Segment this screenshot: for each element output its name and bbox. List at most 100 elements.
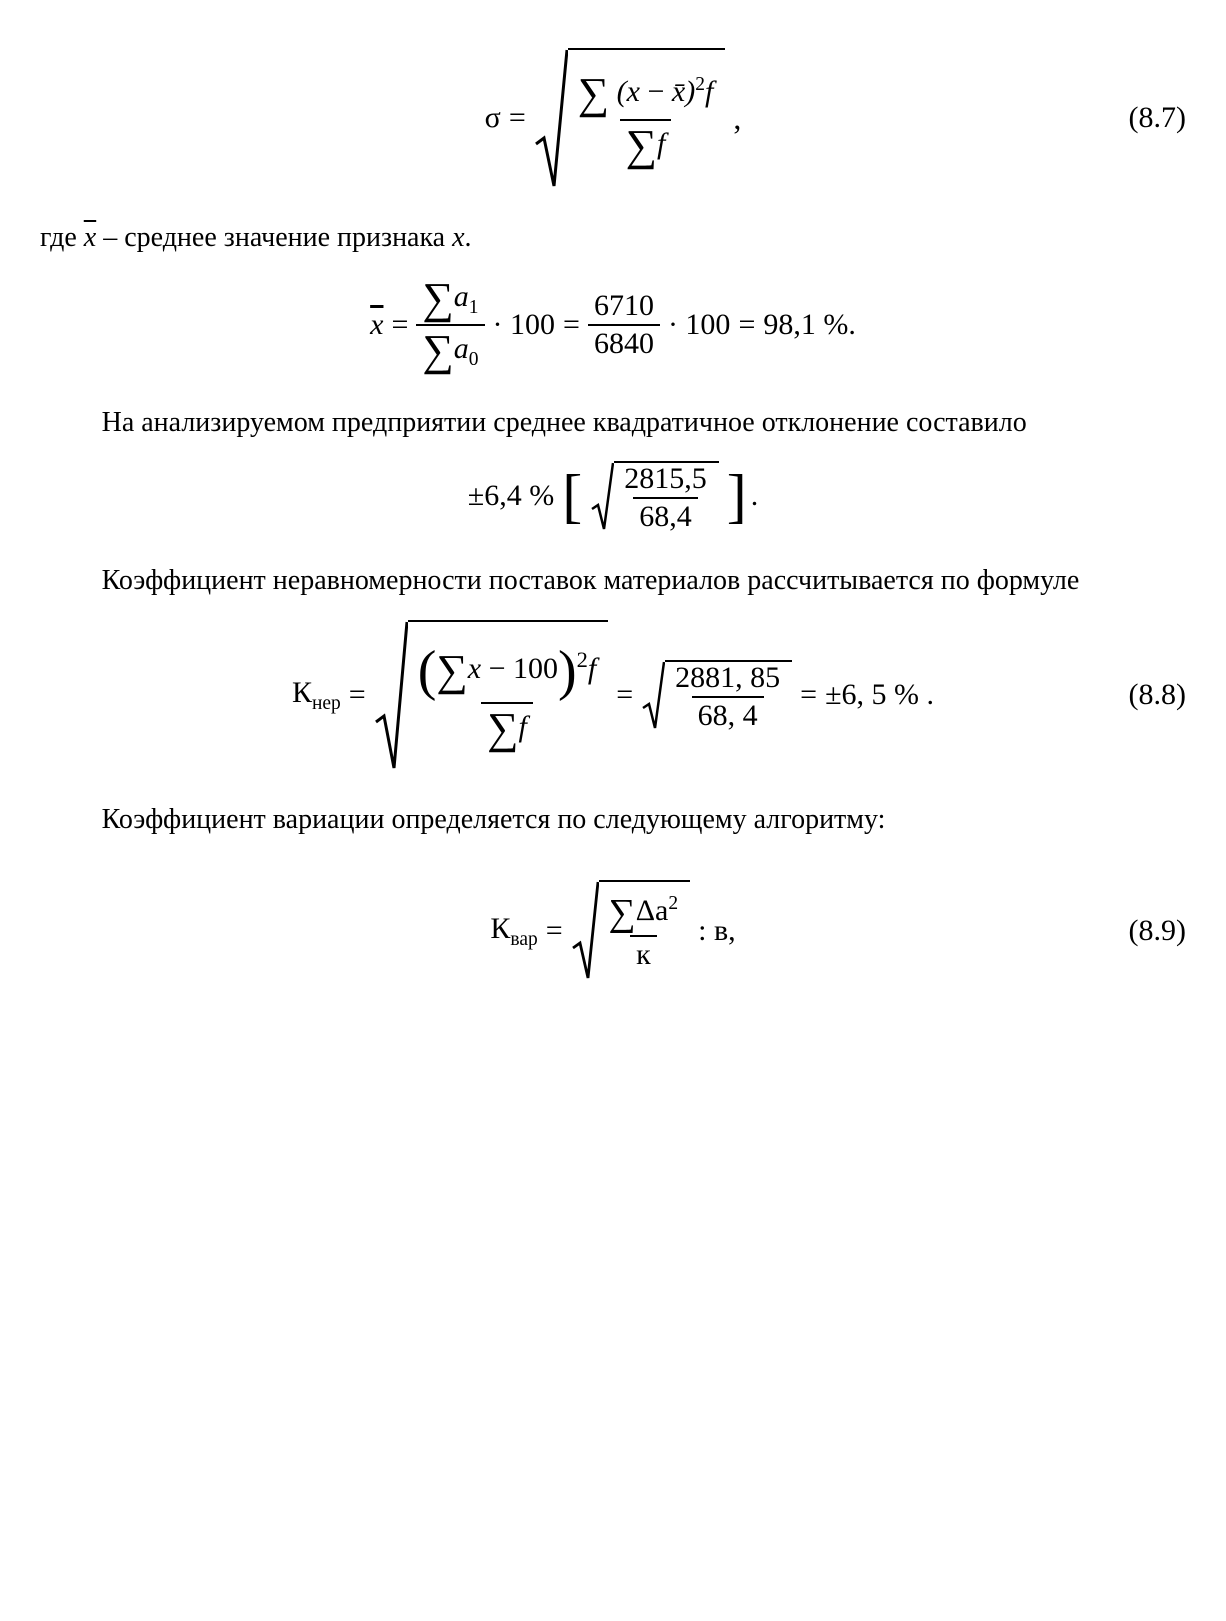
minus: − bbox=[647, 75, 664, 108]
comma: , bbox=[733, 95, 741, 141]
sum-symbol: ∑ bbox=[422, 277, 453, 321]
radical-symbol bbox=[571, 880, 599, 980]
sum-symbol: ∑ bbox=[487, 707, 518, 751]
eq87-body: σ = ∑ (x − x̄)2f ∑f , bbox=[485, 48, 742, 188]
eq89-sqrt: ∑Δa2 к bbox=[571, 880, 690, 980]
exponent-2: 2 bbox=[695, 74, 705, 95]
period: . bbox=[751, 474, 759, 518]
paragraph-deviation: На анализируемом предприятии среднее ква… bbox=[40, 403, 1186, 444]
num-sum-a1: ∑a1 bbox=[416, 277, 484, 324]
text-period: . bbox=[465, 222, 472, 253]
x-bar: x̄ bbox=[672, 75, 685, 108]
eq88-num-1: (∑x − 100)2f bbox=[412, 643, 603, 702]
sum-symbol: ∑ bbox=[609, 894, 636, 932]
eq87-lhs: σ bbox=[485, 96, 501, 140]
exponent-2: 2 bbox=[668, 893, 678, 914]
f-var: f bbox=[705, 75, 713, 108]
den-68-4: 68,4 bbox=[633, 497, 698, 532]
frac-a1-a0: ∑a1 ∑a0 bbox=[416, 277, 484, 373]
exponent-2: 2 bbox=[577, 647, 588, 672]
result-6-5: ±6, 5 % . bbox=[825, 673, 934, 717]
radical-symbol bbox=[641, 660, 665, 730]
equals: = bbox=[800, 673, 817, 717]
radical-symbol bbox=[590, 461, 614, 531]
text-mean: – среднее значение признака bbox=[96, 222, 452, 253]
eq88-frac-2: 2881, 85 68, 4 bbox=[669, 663, 786, 731]
sqrt-2815: 2815,5 68,4 bbox=[590, 461, 719, 531]
rparen-big: ) bbox=[558, 643, 577, 699]
x-bar-inline: x bbox=[84, 222, 96, 253]
x-var: x bbox=[468, 652, 481, 685]
left-bracket: [ bbox=[562, 466, 582, 526]
x-var: x bbox=[627, 75, 640, 108]
paragraph-xbar-definition: где x – среднее значение признака x. bbox=[40, 218, 1186, 259]
eq87-radicand: ∑ (x − x̄)2f ∑f bbox=[568, 48, 726, 188]
close-paren: ) bbox=[685, 75, 695, 108]
equation-xbar-calc: x = ∑a1 ∑a0 · 100 = 6710 6840 · 100 = 98… bbox=[40, 277, 1186, 373]
result-98-1: 98,1 %. bbox=[763, 303, 856, 347]
K-sub-nep: нер bbox=[312, 693, 341, 714]
x-inline: x bbox=[452, 222, 464, 253]
f-var: f bbox=[519, 710, 527, 743]
equals: = bbox=[546, 909, 563, 953]
x-bar-lhs: x bbox=[370, 303, 383, 347]
delta-a: Δa bbox=[636, 894, 669, 927]
right-bracket: ] bbox=[727, 466, 747, 526]
equals: = bbox=[563, 303, 580, 347]
eqxbar-body: x = ∑a1 ∑a0 · 100 = 6710 6840 · 100 = 98… bbox=[370, 277, 856, 373]
sum-symbol: ∑ bbox=[578, 72, 609, 116]
sum-symbol: ∑ bbox=[626, 124, 657, 168]
eq88-den-1: ∑f bbox=[481, 702, 533, 751]
radicand-2815: 2815,5 68,4 bbox=[614, 461, 719, 531]
lparen-big: ( bbox=[418, 643, 437, 699]
eq89-radicand: ∑Δa2 к bbox=[599, 880, 690, 980]
eq88-radicand-2: 2881, 85 68, 4 bbox=[665, 660, 792, 730]
radical-symbol bbox=[374, 620, 408, 770]
eq87-sqrt: ∑ (x − x̄)2f ∑f bbox=[534, 48, 726, 188]
eq87-numerator: ∑ (x − x̄)2f bbox=[572, 72, 720, 119]
eq88-number: (8.8) bbox=[1129, 673, 1186, 717]
frac-2815-68: 2815,5 68,4 bbox=[618, 464, 713, 532]
sum-symbol: ∑ bbox=[422, 329, 453, 373]
eq89-number: (8.9) bbox=[1129, 909, 1186, 953]
equals: = bbox=[391, 303, 408, 347]
minus-100: − 100 bbox=[489, 652, 558, 685]
eq87-fraction: ∑ (x − x̄)2f ∑f bbox=[572, 72, 720, 168]
sub-1: 1 bbox=[469, 296, 479, 317]
radical-symbol bbox=[534, 48, 568, 188]
paragraph-kvar: Коэффициент вариации определяется по сле… bbox=[40, 800, 1186, 841]
eq88-sqrt-1: (∑x − 100)2f ∑f bbox=[374, 620, 609, 770]
eq-pm-body: ±6,4 % [ 2815,5 68,4 ]. bbox=[468, 461, 758, 531]
K-letter: К bbox=[292, 676, 312, 709]
num-2881: 2881, 85 bbox=[669, 663, 786, 696]
eq89-body: Квар = ∑Δa2 к : в, bbox=[490, 880, 735, 980]
K-sub-var: вар bbox=[510, 929, 537, 950]
times-100: · 100 bbox=[668, 303, 731, 347]
equation-pm-6-4: ±6,4 % [ 2815,5 68,4 ]. bbox=[40, 461, 1186, 531]
eq87-number: (8.7) bbox=[1129, 96, 1186, 140]
den-6840: 6840 bbox=[588, 324, 660, 359]
equation-8-9: Квар = ∑Δa2 к : в, (8.9) bbox=[40, 880, 1186, 980]
eq88-sqrt-2: 2881, 85 68, 4 bbox=[641, 660, 792, 730]
den-sum-a0: ∑a0 bbox=[416, 324, 484, 373]
text-where: где bbox=[40, 222, 84, 253]
equals: = bbox=[616, 673, 633, 717]
eq87-denominator: ∑f bbox=[620, 119, 672, 168]
f-var: f bbox=[657, 127, 665, 160]
pm-6-4-text: ±6,4 % bbox=[468, 474, 554, 518]
frac-6710-6840: 6710 6840 bbox=[588, 291, 660, 359]
sub-0: 0 bbox=[469, 348, 479, 369]
eq89-den: к bbox=[630, 935, 657, 970]
K-letter: К bbox=[490, 912, 510, 945]
eq88-radicand-1: (∑x − 100)2f ∑f bbox=[408, 620, 609, 770]
a-var: a bbox=[454, 331, 469, 364]
a-var: a bbox=[454, 279, 469, 312]
sum-symbol: ∑ bbox=[436, 649, 467, 693]
equals: = bbox=[738, 303, 755, 347]
equation-8-7: σ = ∑ (x − x̄)2f ∑f , bbox=[40, 48, 1186, 188]
den-68-4: 68, 4 bbox=[692, 696, 764, 731]
f-var: f bbox=[588, 652, 596, 685]
K-var: Квар bbox=[490, 907, 537, 954]
tail-colon-v: : в, bbox=[698, 909, 736, 953]
num-2815: 2815,5 bbox=[618, 464, 713, 497]
